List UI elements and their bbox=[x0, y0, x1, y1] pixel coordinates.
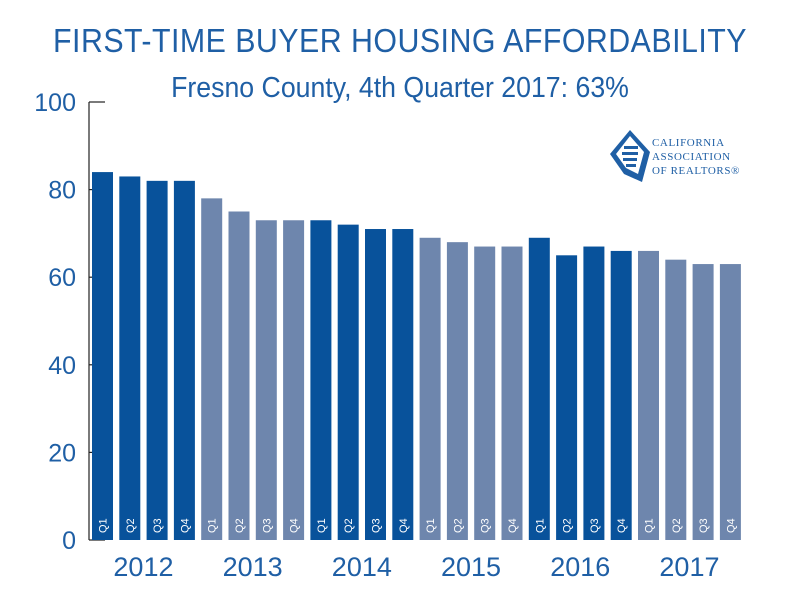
quarter-label: Q3 bbox=[698, 518, 710, 533]
quarter-label: Q2 bbox=[125, 518, 137, 533]
quarter-label: Q1 bbox=[534, 518, 546, 533]
y-tick-label: 100 bbox=[34, 89, 76, 117]
bar bbox=[310, 220, 332, 540]
bar bbox=[638, 250, 659, 541]
y-tick-label: 80 bbox=[48, 177, 76, 205]
quarter-label: Q3 bbox=[480, 518, 492, 533]
bar bbox=[337, 224, 359, 540]
y-tick-label: 60 bbox=[48, 264, 76, 292]
quarter-label: Q1 bbox=[644, 518, 656, 533]
quarter-label: Q2 bbox=[343, 518, 355, 533]
bar bbox=[119, 176, 141, 540]
quarter-label: Q2 bbox=[671, 518, 683, 533]
quarter-label: Q3 bbox=[589, 518, 601, 533]
bar bbox=[283, 220, 305, 540]
quarter-label: Q2 bbox=[562, 518, 574, 533]
car-logo: CALIFORNIA ASSOCIATION OF REALTORS® bbox=[610, 130, 760, 186]
quarter-label: Q3 bbox=[261, 518, 273, 533]
quarter-label: Q3 bbox=[371, 518, 383, 533]
chart-title: FIRST-TIME BUYER HOUSING AFFORDABILITY bbox=[53, 22, 747, 59]
bar bbox=[392, 229, 414, 540]
logo-line: CALIFORNIA bbox=[652, 137, 725, 149]
y-tick-label: 20 bbox=[48, 439, 76, 467]
bar bbox=[610, 250, 632, 541]
bar bbox=[665, 259, 687, 540]
bar bbox=[474, 246, 496, 541]
bar bbox=[228, 211, 250, 540]
year-label: 2014 bbox=[332, 552, 392, 582]
bar bbox=[501, 246, 523, 541]
year-label: 2012 bbox=[113, 552, 173, 582]
bar bbox=[556, 255, 578, 541]
bar bbox=[173, 180, 195, 540]
car-logo-icon bbox=[610, 130, 650, 182]
year-label: 2016 bbox=[550, 552, 610, 582]
quarter-label: Q2 bbox=[452, 518, 464, 533]
quarter-label: Q4 bbox=[289, 518, 301, 533]
y-tick-label: 40 bbox=[48, 352, 76, 380]
bar bbox=[365, 229, 386, 540]
logo-line: ASSOCIATION bbox=[652, 151, 731, 163]
quarter-label: Q4 bbox=[725, 518, 737, 533]
bar bbox=[201, 198, 223, 541]
bar bbox=[92, 172, 113, 540]
bar bbox=[583, 246, 605, 541]
quarter-label: Q1 bbox=[316, 518, 328, 533]
chart-subtitle: Fresno County, 4th Quarter 2017: 63% bbox=[171, 72, 629, 104]
bar bbox=[146, 180, 168, 540]
logo-line: OF REALTORS® bbox=[652, 165, 740, 177]
bar bbox=[255, 220, 277, 540]
y-tick-label: 0 bbox=[62, 527, 76, 555]
quarter-label: Q4 bbox=[616, 518, 628, 533]
year-label: 2013 bbox=[223, 552, 283, 582]
quarter-label: Q4 bbox=[179, 518, 191, 533]
bar bbox=[528, 237, 550, 540]
bar bbox=[692, 264, 714, 540]
bar bbox=[446, 242, 468, 540]
bar bbox=[419, 237, 441, 540]
quarter-label: Q4 bbox=[507, 518, 519, 533]
year-label: 2017 bbox=[659, 552, 719, 582]
quarter-label: Q2 bbox=[234, 518, 246, 533]
logo-text: CALIFORNIA ASSOCIATION OF REALTORS® bbox=[652, 136, 740, 178]
quarter-label: Q1 bbox=[207, 518, 219, 533]
quarter-label: Q3 bbox=[152, 518, 164, 533]
year-label: 2015 bbox=[441, 552, 501, 582]
bar bbox=[719, 264, 741, 540]
quarter-label: Q4 bbox=[398, 518, 410, 533]
quarter-label: Q1 bbox=[98, 518, 110, 533]
quarter-label: Q1 bbox=[425, 518, 437, 533]
